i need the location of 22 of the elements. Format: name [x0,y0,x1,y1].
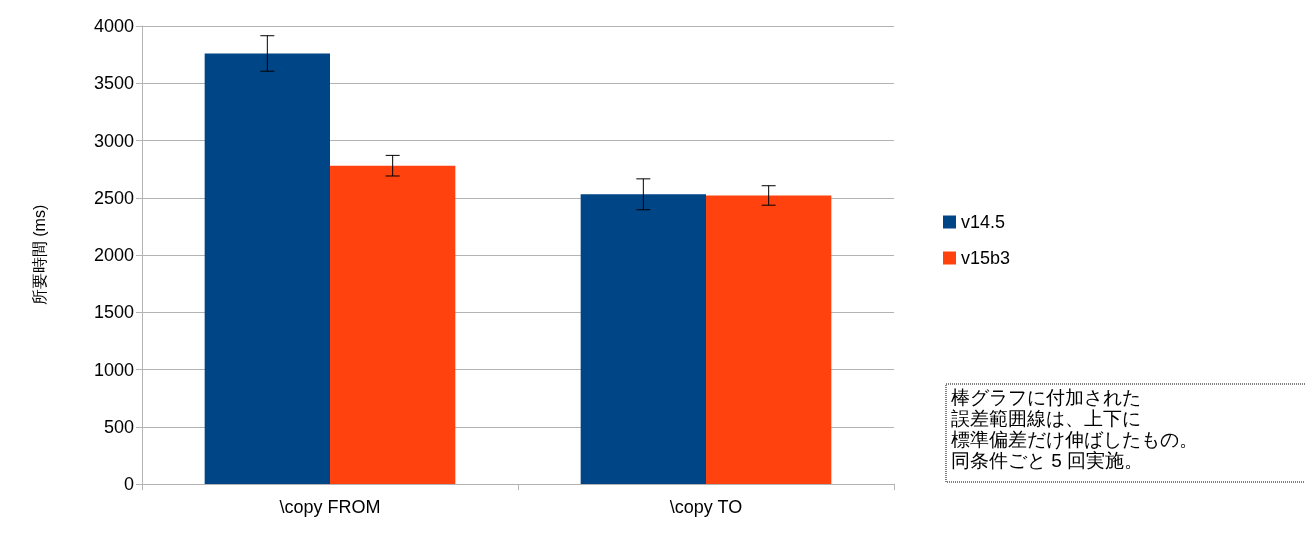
legend-label: v14.5 [961,212,1006,232]
text: 同条件ごと 5 回実施。 [951,450,1144,471]
y-tick-label: 3500 [93,73,134,94]
y-tick-label: 0 [123,474,134,494]
bar [706,195,832,484]
bar [204,53,330,484]
legend-label: v15b3 [961,248,1011,268]
y-tick-label: 3000 [93,130,134,151]
y-tick-label: 500 [103,416,134,437]
text: 標準偏差だけ伸ばしたもの。 [951,429,1198,450]
y-axis-title: 所要時間 (ms) [30,204,48,306]
text: 誤差範囲線は、上下に [951,408,1141,429]
y-tick-label: 2500 [93,187,134,208]
y-tick-label: 4000 [93,16,134,36]
bar [580,194,706,484]
y-tick-label: 1500 [93,302,134,323]
x-tick-label: \copy TO [669,497,743,517]
y-tick-label: 1000 [93,359,134,380]
y-tick-label: 2000 [93,245,134,265]
x-tick-label: \copy FROM [279,497,381,517]
bar [330,165,456,484]
text: 棒グラフに付加された [951,387,1141,408]
